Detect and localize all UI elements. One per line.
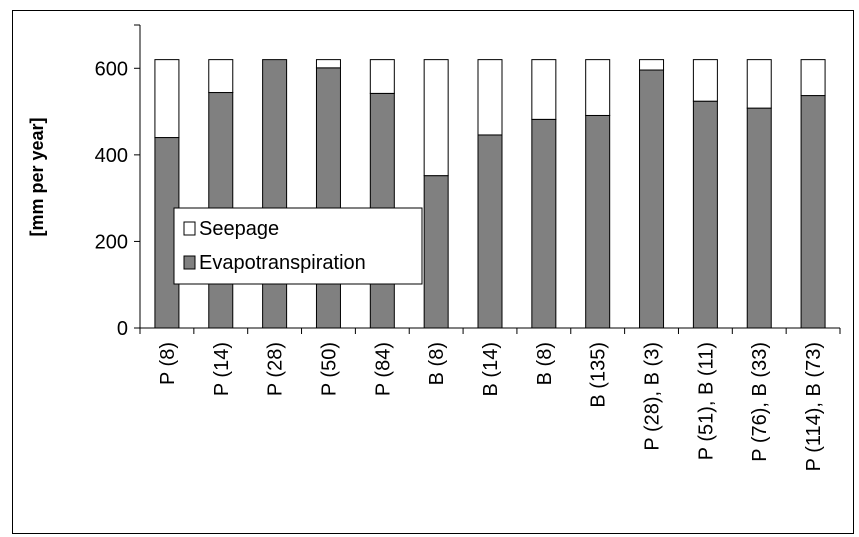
bar-segment-evapotranspiration [800,95,826,329]
legend-box [173,207,423,285]
x-tick-label: B (8) [426,342,448,385]
legend: Seepage Evapotranspiration [173,207,423,285]
legend-label: Evapotranspiration [199,252,366,274]
x-tick-label: P (28), B (3) [642,342,664,451]
x-tick-label: P (84) [372,342,394,396]
bar-segment-seepage [639,59,665,71]
y-axis-label: [mm per year] [27,117,47,236]
y-tick-label: 600 [95,58,128,80]
legend-swatch [183,255,196,270]
x-tick-label: P (114), B (73) [803,342,825,471]
x-tick-label: P (50) [318,342,340,396]
y-tick-marks [134,24,140,329]
bar-segment-seepage [585,59,611,116]
bar-segment-seepage [208,59,234,94]
bar-segment-seepage [531,59,557,120]
bar-segment-seepage [315,59,341,69]
bar-segment-evapotranspiration [423,175,449,329]
bars [154,59,826,329]
bar-segment-seepage [154,59,180,139]
legend-label: Seepage [199,218,279,240]
bar-segment-evapotranspiration [692,100,718,329]
x-tick-label: P (28) [265,342,287,396]
y-tick-label: 0 [117,318,128,340]
x-tick-label: B (8) [534,342,556,385]
x-tick-label: P (14) [211,342,233,396]
x-tick-label: B (135) [588,342,610,408]
bar-segment-evapotranspiration [262,59,288,329]
x-tick-label: P (76), B (33) [749,342,771,462]
bar-segment-seepage [477,59,503,136]
x-tick-label: P (8) [157,342,179,385]
bar-segment-evapotranspiration [315,67,341,329]
bar-segment-seepage [369,59,395,94]
bar-segment-evapotranspiration [746,107,772,329]
y-tick-labels: 0 200 400 600 [95,58,128,340]
bar-segment-seepage [423,59,449,177]
bar-segment-evapotranspiration [585,114,611,329]
y-tick-label: 200 [95,231,128,253]
x-tick-marks [139,328,841,334]
x-tick-label: P (51), B (11) [695,342,717,460]
y-tick-label: 400 [95,145,128,167]
legend-swatch [183,221,196,236]
bar-segment-seepage [692,59,718,102]
bar-segment-evapotranspiration [531,118,557,329]
x-tick-labels: P (8) P (14) P (28) P (50) P (84) B (8) B (14)… [157,342,825,471]
bar-segment-seepage [800,59,826,97]
bar-segment-seepage [746,59,772,109]
bar-segment-evapotranspiration [639,69,665,329]
x-tick-label: B (14) [480,342,502,396]
bar-segment-evapotranspiration [477,134,503,329]
